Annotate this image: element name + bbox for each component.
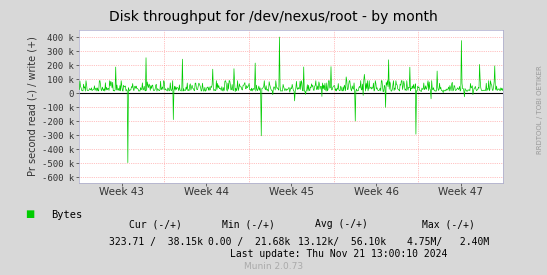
Text: 323.71 /  38.15k: 323.71 / 38.15k [109,237,203,247]
Text: 4.75M/   2.40M: 4.75M/ 2.40M [408,237,490,247]
Text: Cur (-/+): Cur (-/+) [130,219,182,229]
Text: ■: ■ [26,210,34,219]
Text: 0.00 /  21.68k: 0.00 / 21.68k [208,237,290,247]
Text: 13.12k/  56.10k: 13.12k/ 56.10k [298,237,386,247]
Text: Avg (-/+): Avg (-/+) [316,219,368,229]
Text: Max (-/+): Max (-/+) [422,219,475,229]
Text: Munin 2.0.73: Munin 2.0.73 [244,262,303,271]
Y-axis label: Pr second read (-) / write (+): Pr second read (-) / write (+) [27,37,37,177]
Text: Min (-/+): Min (-/+) [223,219,275,229]
Text: Last update: Thu Nov 21 13:00:10 2024: Last update: Thu Nov 21 13:00:10 2024 [230,249,448,259]
Text: Bytes: Bytes [51,210,82,219]
Text: RRDTOOL / TOBI OETIKER: RRDTOOL / TOBI OETIKER [537,66,543,154]
Text: Disk throughput for /dev/nexus/root - by month: Disk throughput for /dev/nexus/root - by… [109,10,438,24]
